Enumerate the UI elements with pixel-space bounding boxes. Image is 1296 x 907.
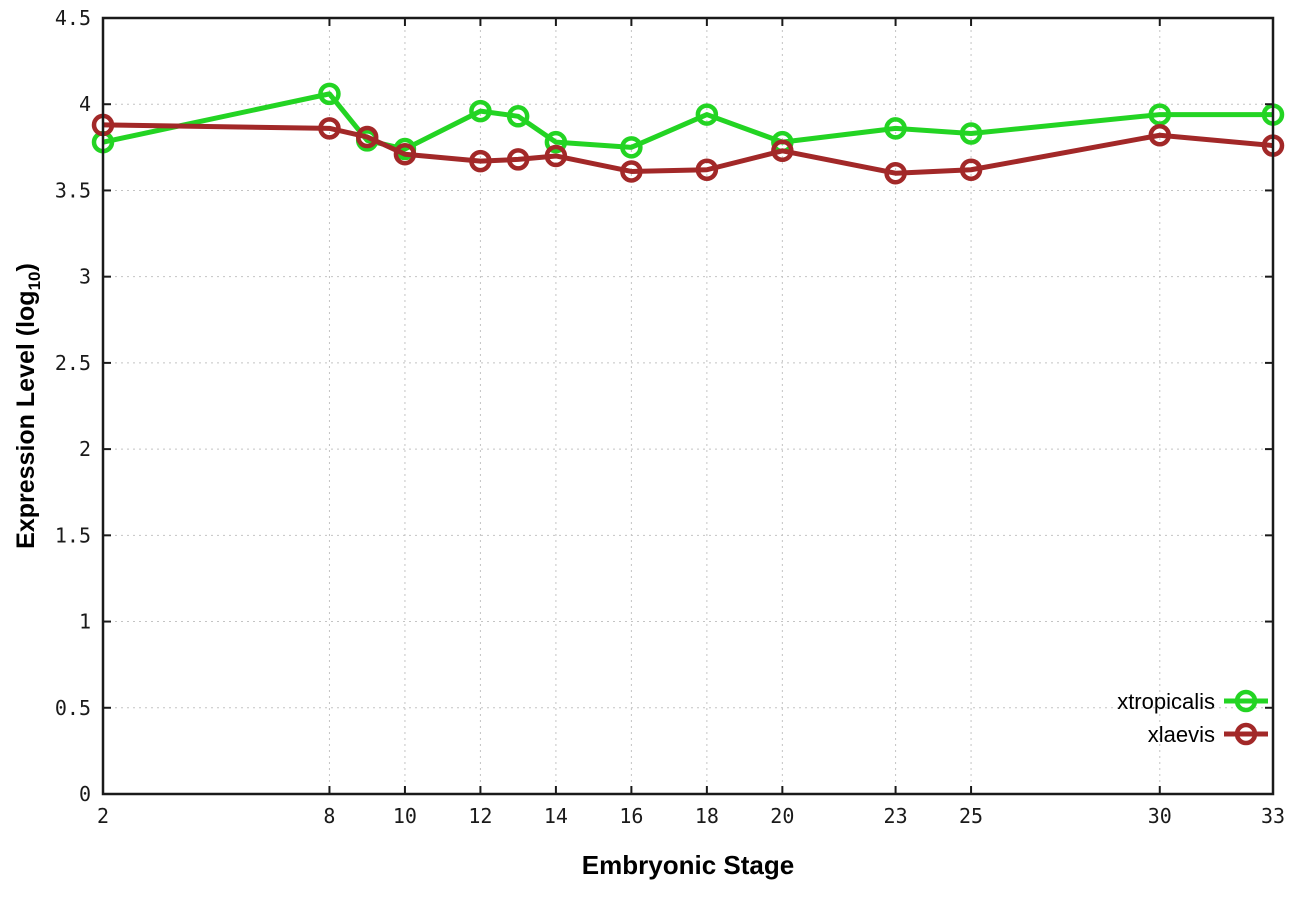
series-xlaevis-marker [695,158,719,182]
y-tick-label: 2.5 [55,351,91,375]
series-xlaevis-marker [620,160,643,183]
legend-sample-marker [1234,722,1258,746]
series-xlaevis [91,113,1285,185]
x-tick-labels: 2 8 10 12 14 16 18 20 23 25 30 33 [97,804,1285,828]
y-tick-label: 1 [79,610,91,634]
series-xtropicalis-marker [506,105,530,128]
series-xtropicalis-marker [620,136,643,159]
series-xlaevis-marker [393,142,417,166]
y-tick-label: 0 [79,782,91,806]
y-tick-label: 4.5 [55,6,91,30]
series-xlaevis-marker [318,117,341,140]
tick-marks [102,17,1274,795]
series-xlaevis-marker [1148,124,1172,147]
x-tick-label: 23 [884,804,908,828]
y-tick-label: 1.5 [55,523,91,547]
series-xlaevis-marker [959,158,983,182]
series-xtropicalis-marker [544,130,568,154]
legend-label: xlaevis [1148,722,1215,747]
legend-item-xtropicalis: xtropicalis [1117,689,1268,714]
x-tick-label: 12 [468,804,492,828]
y-tick-label: 3.5 [55,178,91,202]
y-tick-labels: 0 0.5 1 1.5 2 2.5 3 3.5 4 4.5 [55,6,91,806]
series-xlaevis-marker [771,139,794,163]
series-xtropicalis-marker [469,99,492,123]
x-tick-label: 2 [97,804,109,828]
gridlines [102,17,1274,795]
series-xlaevis-line [102,122,1274,176]
series-xtropicalis-marker [695,103,719,126]
x-tick-label: 8 [323,804,335,828]
series-xlaevis-marker [469,149,492,173]
y-axis-title-base: Expression Level (log [12,290,40,548]
x-tick-label: 25 [959,804,983,828]
y-tick-label: 3 [79,265,91,289]
x-tick-label: 20 [770,804,794,828]
x-axis-title: Embryonic Stage [582,850,794,880]
series-xtropicalis-marker [1148,103,1172,126]
series-xlaevis-marker [506,148,530,171]
x-tick-label: 18 [695,804,719,828]
series-xlaevis-marker [884,161,907,185]
x-tick-label: 33 [1261,804,1285,828]
series-xtropicalis-marker [318,82,341,106]
legend-item-xlaevis: xlaevis [1148,722,1268,747]
y-axis-title: Expression Level (log10) [12,263,44,549]
series-xlaevis-marker [544,144,568,168]
legend-sample-marker [1234,689,1258,713]
y-tick-label: 4 [79,92,91,116]
series-xtropicalis-marker [959,122,983,145]
plot-border [101,16,1275,796]
series-xtropicalis-line [102,91,1273,152]
x-tick-label: 14 [544,804,568,828]
x-tick-label: 30 [1148,804,1172,828]
series-xlaevis-marker [355,125,379,149]
y-tick-label: 2 [79,437,91,461]
y-tick-label: 0.5 [55,696,91,720]
series-xtropicalis-marker [884,117,907,140]
y-axis-title-subscript: 10 [25,271,44,290]
legend: xtropicalis xlaevis [1117,689,1268,747]
x-tick-label: 16 [619,804,643,828]
legend-label: xtropicalis [1117,689,1215,714]
x-tick-label: 10 [393,804,417,828]
y-axis-title-close: ) [12,263,40,271]
